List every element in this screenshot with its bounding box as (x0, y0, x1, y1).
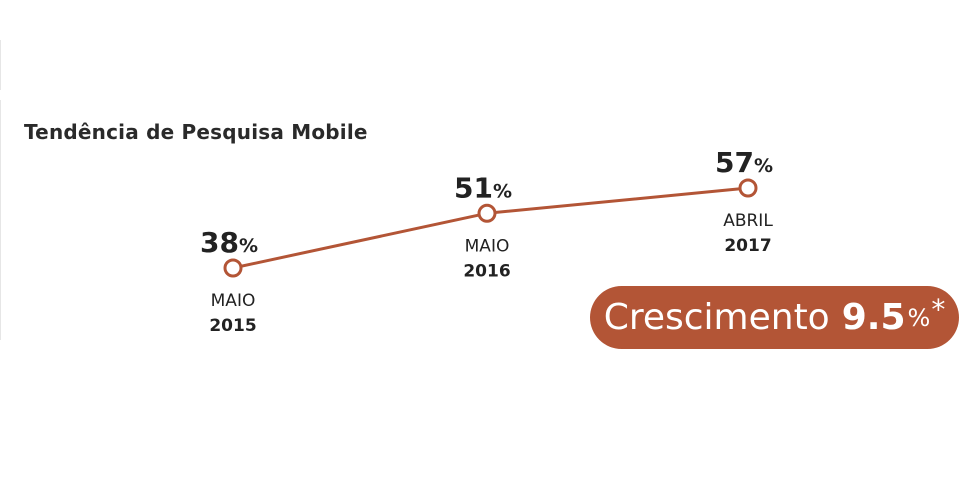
data-point-2017 (738, 178, 758, 198)
left-edge-divider (0, 100, 1, 340)
value-label-2016: 51% (454, 171, 512, 204)
left-edge-divider-top (0, 40, 1, 90)
growth-label: Crescimento (603, 297, 830, 338)
year-label-2016: 2016 (463, 261, 510, 281)
data-point-2016 (477, 203, 497, 223)
year-label-2015: 2015 (209, 316, 256, 336)
value-label-2015: 38% (200, 226, 258, 259)
growth-badge: Crescimento 9.5 % * (590, 286, 959, 349)
chart-title: Tendência de Pesquisa Mobile (24, 120, 368, 144)
month-label-2016: MAIO (465, 236, 510, 256)
growth-footnote-mark: * (931, 293, 946, 326)
growth-value: 9.5 (841, 297, 906, 338)
points-layer: 38% MAIO 2015 51% MAIO 2016 57% ABRIL 2017 (200, 146, 773, 336)
data-point-2015 (223, 258, 243, 278)
value-label-2017: 57% (715, 146, 773, 179)
growth-unit: % (907, 303, 931, 332)
year-label-2017: 2017 (724, 236, 771, 256)
month-label-2015: MAIO (211, 291, 256, 311)
month-label-2017: ABRIL (723, 211, 773, 231)
